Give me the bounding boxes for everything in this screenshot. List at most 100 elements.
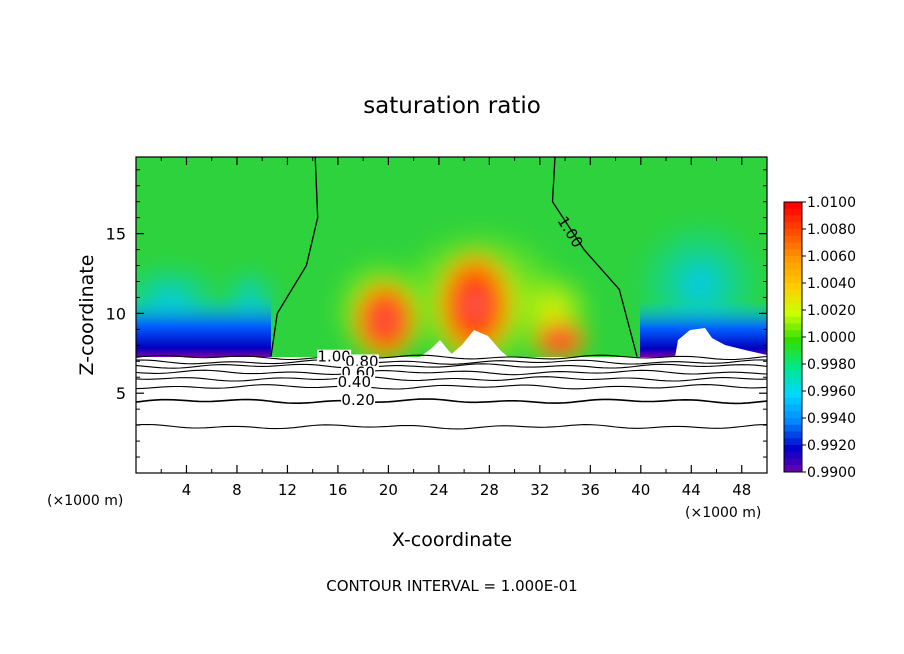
- colorbar-segment: [784, 235, 802, 243]
- colorbar-segment: [784, 310, 802, 318]
- colorbar-label: 0.9940: [807, 411, 856, 427]
- colorbar-segment: [784, 350, 802, 358]
- x-tick-label: 12: [278, 481, 297, 499]
- contour-line-1-00-right: [551, 156, 638, 357]
- colorbar-label: 0.9960: [807, 384, 856, 400]
- colorbar-segment: [784, 316, 802, 324]
- colorbar-segment: [784, 276, 802, 284]
- contour-interval-text: CONTOUR INTERVAL = 1.000E-01: [326, 577, 577, 595]
- contour-label: 1.00: [317, 348, 350, 366]
- contour-label-bg: [337, 375, 372, 389]
- colorbar-segment: [784, 424, 802, 432]
- x-tick-label: 20: [379, 481, 398, 499]
- x-tick-label: 48: [732, 481, 751, 499]
- contour-lines: 1.000.800.600.400.201.00: [135, 156, 768, 430]
- colorbar-label: 1.0080: [807, 222, 856, 238]
- colorbar-segment: [784, 458, 802, 466]
- x-tick-label: 4: [182, 481, 192, 499]
- white-peak-central: [448, 330, 508, 357]
- y-axis-ticks: 5 10 15: [106, 169, 767, 458]
- y-tick-label: 5: [116, 384, 126, 403]
- x-tick-label: 8: [232, 481, 242, 499]
- colorbar-label: 0.9900: [807, 465, 856, 481]
- colorbar-segment: [784, 418, 802, 426]
- colorbar-segment: [784, 384, 802, 392]
- left-blue-band: [136, 295, 271, 357]
- x-tick-label: 32: [530, 481, 549, 499]
- x-tick-label: 40: [631, 481, 650, 499]
- x-unit-right: (×1000 m): [685, 505, 761, 521]
- colorbar-segment: [784, 364, 802, 372]
- colorbar-segment: [784, 296, 802, 304]
- colorbar-segment: [784, 256, 802, 264]
- central-red-plume: [433, 245, 517, 365]
- colorbar-segment: [784, 370, 802, 378]
- contour-line-1-00-left: [270, 156, 319, 357]
- colorbar-label: 1.0060: [807, 249, 856, 265]
- colorbar-label: 0.9980: [807, 357, 856, 373]
- contour-line: [135, 423, 768, 430]
- colorbar-segment: [784, 208, 802, 216]
- colorbar-segment: [784, 451, 802, 459]
- lower-white-layer: [136, 357, 767, 473]
- colorbar-segment: [784, 202, 802, 210]
- colorbar-label: 1.0020: [807, 303, 856, 319]
- colorbar-segment: [784, 337, 802, 345]
- contour-line: [135, 384, 768, 390]
- colorbar-segment: [784, 343, 802, 351]
- colorbar-segment: [784, 289, 802, 297]
- x-tick-label: 36: [581, 481, 600, 499]
- colorbar-segment: [784, 465, 802, 473]
- white-peak-left: [420, 340, 455, 357]
- colorbar-segment: [784, 404, 802, 412]
- colorbar-segment: [784, 283, 802, 291]
- colorbar-segment: [784, 249, 802, 257]
- colorbar-segment: [784, 215, 802, 223]
- y-tick-label: 15: [106, 225, 126, 244]
- colorbar-segment: [784, 397, 802, 405]
- colorbar: 1.0100 1.0080 1.0060 1.0040 1.0020 1.0000 0.99…: [783, 195, 856, 481]
- contour-line: [135, 398, 768, 405]
- chart-title: saturation ratio: [363, 93, 541, 119]
- x-tick-label: 16: [328, 481, 347, 499]
- colorbar-segment: [784, 242, 802, 250]
- colorbar-label: 1.0040: [807, 276, 856, 292]
- colorbar-segment: [784, 445, 802, 453]
- colorbar-segment: [784, 391, 802, 399]
- colorbar-segment: [784, 262, 802, 270]
- contour-label-bg: [344, 354, 379, 368]
- contour-label-bg: [317, 349, 352, 363]
- plot-frame: [135, 156, 768, 474]
- left-red-plume: [349, 276, 421, 364]
- colorbar-segment: [784, 431, 802, 439]
- contour-label: 0.40: [338, 373, 371, 391]
- contour-line: [135, 354, 768, 361]
- colorbar-segment: [784, 377, 802, 385]
- colorbar-segment: [784, 229, 802, 237]
- colorbar-label: 0.9920: [807, 438, 856, 454]
- y-tick-label: 10: [106, 304, 126, 323]
- saturation-field: [136, 157, 767, 473]
- contour-line: [135, 359, 768, 365]
- colorbar-segment: [784, 269, 802, 277]
- x-axis-label: X-coordinate: [392, 529, 512, 551]
- colorbar-segment: [784, 330, 802, 338]
- white-peak-right: [675, 328, 767, 357]
- x-tick-label: 44: [682, 481, 701, 499]
- colorbar-segment: [784, 438, 802, 446]
- colorbar-segment: [784, 303, 802, 311]
- x-tick-label: 24: [429, 481, 448, 499]
- contour-line: [135, 376, 768, 382]
- contour-line: [135, 363, 768, 369]
- colorbar-segment: [784, 222, 802, 230]
- colorbar-label: 1.0000: [807, 330, 856, 346]
- x-axis-ticks: 4 8 12 16 20 24 28 32 36 40 44 48: [160, 157, 751, 499]
- right-red-plume: [530, 318, 590, 362]
- colorbar-segment: [784, 411, 802, 419]
- contour-label-bg: [341, 392, 376, 406]
- colorbar-label: 1.0100: [807, 195, 856, 211]
- x-tick-label: 28: [480, 481, 499, 499]
- x-unit-left: (×1000 m): [47, 493, 123, 509]
- y-axis-label: Z-coordinate: [76, 255, 98, 376]
